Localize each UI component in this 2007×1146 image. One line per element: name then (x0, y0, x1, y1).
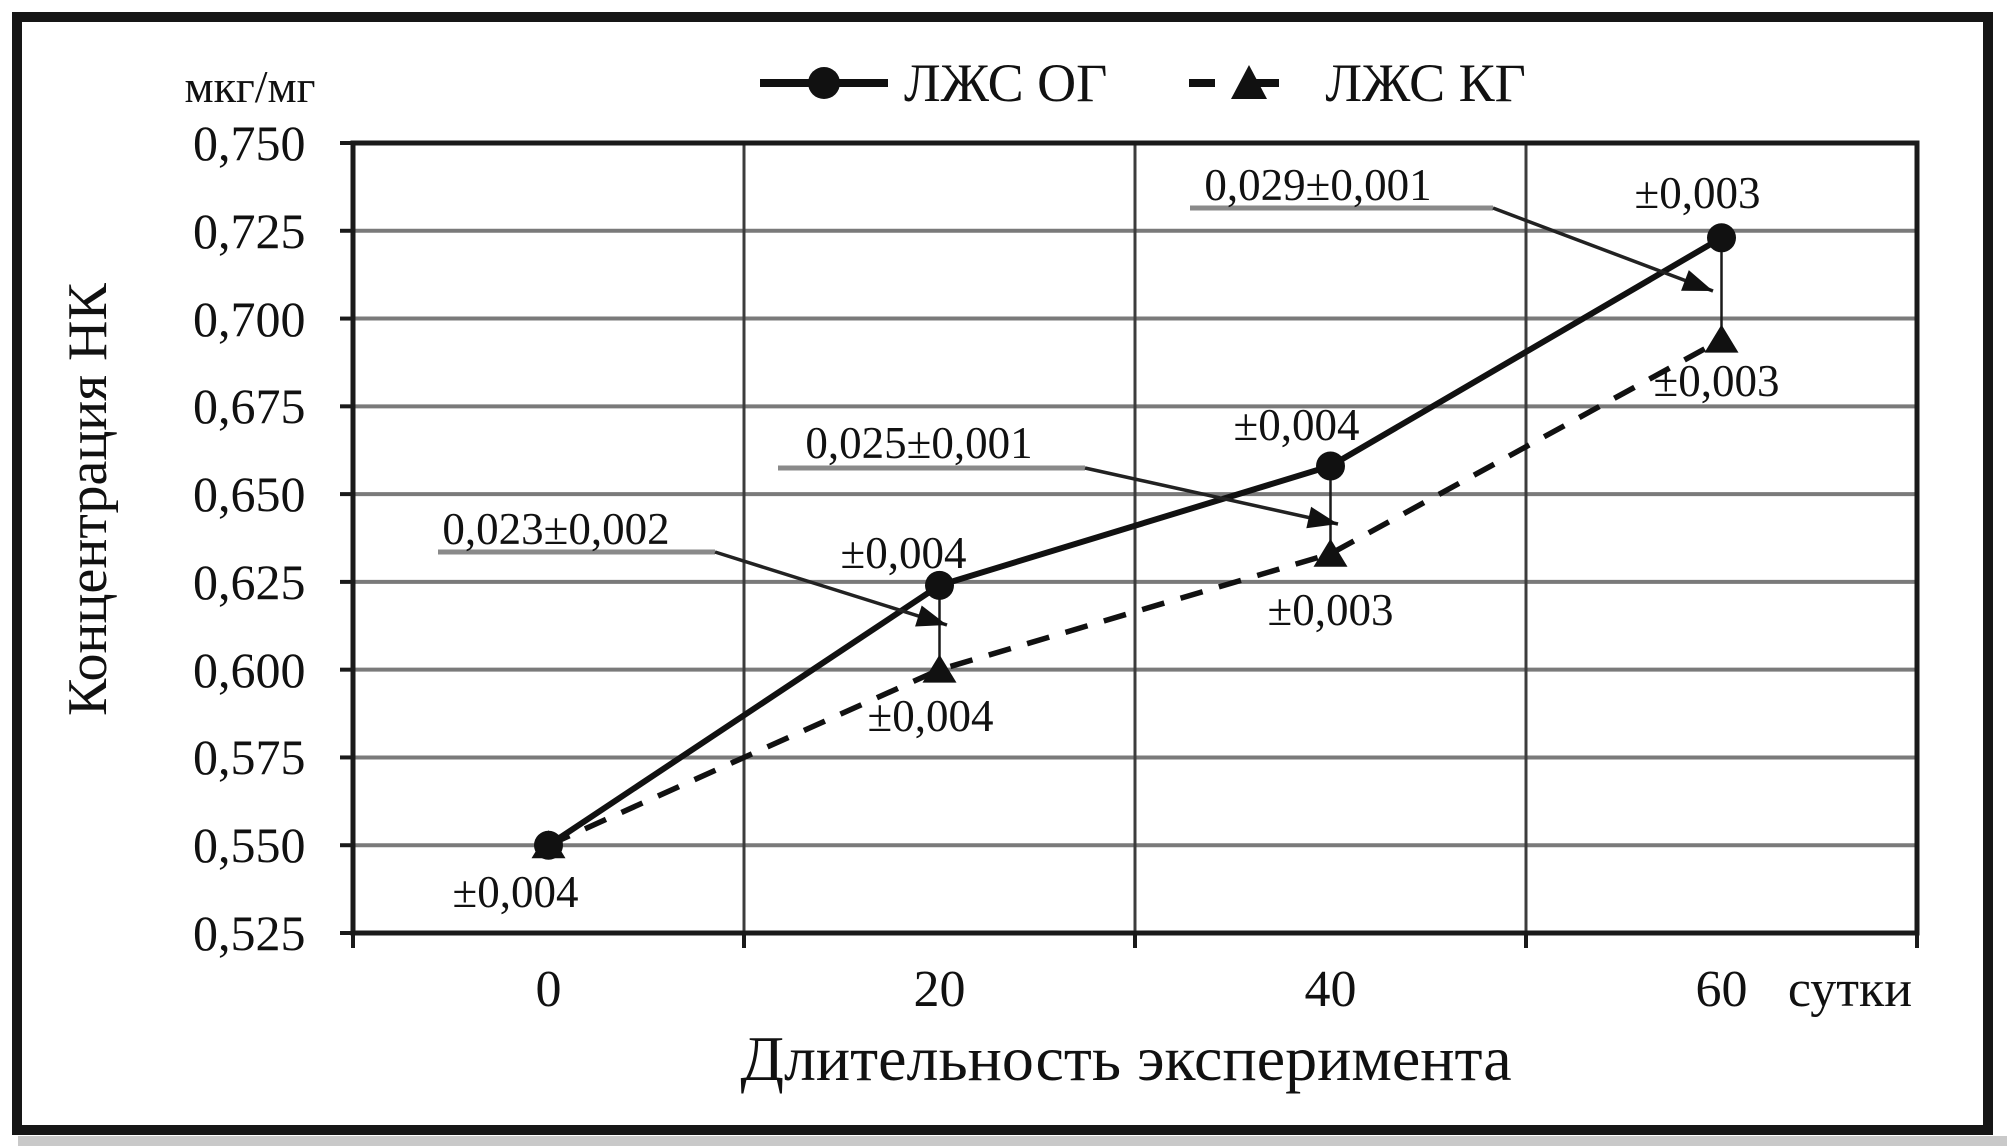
og-error-label: ±0,003 (1634, 167, 1761, 218)
legend-label-kg: ЛЖС КГ (1325, 53, 1526, 113)
og-error-label: ±0,004 (1233, 400, 1360, 451)
y-tick-label: 0,550 (193, 817, 306, 874)
y-tick-label: 0,700 (193, 290, 306, 347)
y-tick-label: 0,725 (193, 202, 306, 259)
y-tick-label: 0,675 (193, 378, 306, 435)
og-error-label: ±0,004 (840, 528, 967, 579)
x-axis-unit: сутки (1787, 961, 1913, 1018)
kg-data-point-marker (1313, 538, 1348, 567)
x-tick-label: 0 (535, 961, 562, 1018)
legend-item-og: ЛЖС ОГ (758, 52, 1107, 114)
callout-leader-line (1492, 206, 1714, 293)
y-tick-label: 0,575 (193, 729, 306, 786)
x-tick-label: 40 (1304, 961, 1357, 1018)
y-tick-label: 0,525 (193, 905, 306, 961)
series-kg-line (547, 337, 1723, 848)
scan-edge-artifact (18, 1136, 2007, 1146)
legend-solid-circle-icon (760, 67, 888, 99)
legend: ЛЖС ОГ ЛЖС КГ (758, 52, 1526, 114)
callout-arrowhead-icon (1306, 506, 1338, 529)
legend-item-kg: ЛЖС КГ (1187, 52, 1526, 114)
kg-error-label: ±0,004 (867, 690, 994, 741)
kg-error-label: ±0,003 (1653, 355, 1780, 406)
y-tick-label: 0,600 (193, 641, 306, 698)
legend-dashed-triangle-icon (1189, 65, 1310, 99)
x-axis-title: Длительность эксперимента (740, 1023, 1512, 1094)
y-tick-label: 0,750 (193, 115, 306, 171)
kg-data-point-marker (922, 654, 957, 683)
difference-callout-label: 0,025±0,001 (805, 418, 1033, 468)
og-data-point-marker (1316, 451, 1345, 481)
kg-error-label: ±0,003 (1267, 584, 1394, 635)
difference-callout-label: 0,023±0,002 (442, 504, 670, 554)
callout-arrowhead-icon (915, 605, 947, 627)
og-data-point-marker (534, 830, 563, 860)
og-error-label: ±0,004 (452, 867, 579, 918)
callout-leader-line (714, 550, 948, 627)
x-tick-label: 20 (913, 961, 966, 1018)
y-tick-label: 0,650 (193, 466, 306, 523)
og-data-point-marker (925, 570, 954, 600)
callout-leader-line (1084, 466, 1339, 526)
y-axis-title: Концентрация НК (57, 283, 119, 717)
kg-data-point-marker (1704, 324, 1739, 353)
y-axis-unit: мкг/мг (184, 61, 316, 112)
legend-label-og: ЛЖС ОГ (904, 53, 1108, 113)
x-tick-label: 60 (1695, 961, 1748, 1018)
callout-arrowhead-icon (1681, 270, 1713, 291)
difference-callout-label: 0,029±0,001 (1204, 160, 1432, 210)
figure-border (12, 12, 1993, 1135)
series-og-line (546, 235, 1724, 848)
y-tick-label: 0,625 (193, 553, 306, 610)
og-data-point-marker (1707, 223, 1736, 253)
